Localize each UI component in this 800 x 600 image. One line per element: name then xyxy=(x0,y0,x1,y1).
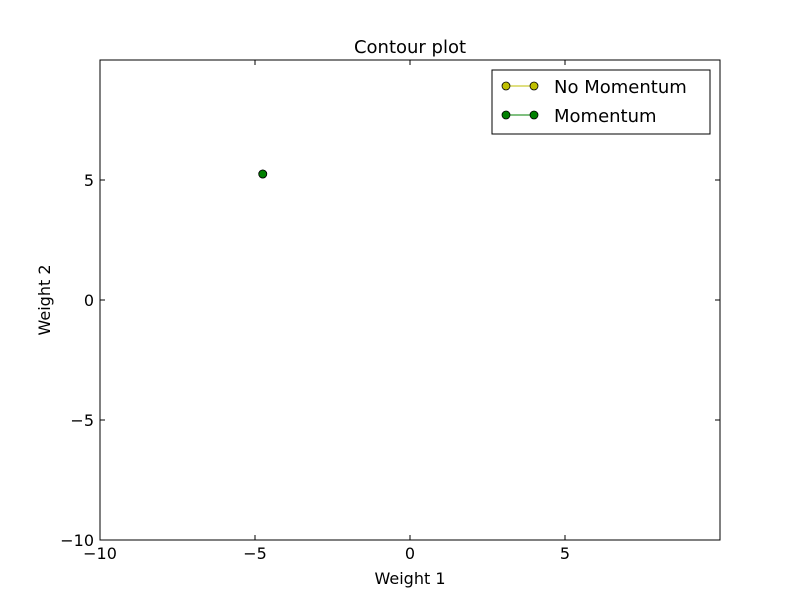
y-tick-label: −10 xyxy=(60,531,94,550)
legend-marker xyxy=(529,110,539,120)
x-tick-label: −10 xyxy=(83,544,117,563)
y-axis-label: Weight 2 xyxy=(35,264,54,335)
legend-marker xyxy=(501,110,511,120)
y-tick-label: 5 xyxy=(84,171,94,190)
axis-ticks: −10 −5 0 5 −10 −5 0 5 xyxy=(60,60,720,563)
legend: No Momentum Momentum xyxy=(491,69,711,135)
legend-marker xyxy=(529,81,539,91)
legend-marker xyxy=(501,81,511,91)
data-point xyxy=(258,169,268,179)
chart-title: Contour plot xyxy=(354,37,466,58)
y-tick-label: 0 xyxy=(84,291,94,310)
y-tick-label: −5 xyxy=(70,411,94,430)
plot-frame xyxy=(99,59,721,541)
legend-label: Momentum xyxy=(554,106,657,127)
x-axis-label: Weight 1 xyxy=(374,569,445,588)
legend-label: No Momentum xyxy=(554,77,687,98)
x-tick-label: −5 xyxy=(243,544,267,563)
legend-box xyxy=(491,69,711,135)
x-tick-label: 0 xyxy=(405,544,415,563)
x-tick-label: 5 xyxy=(560,544,570,563)
data-marks xyxy=(258,169,268,179)
